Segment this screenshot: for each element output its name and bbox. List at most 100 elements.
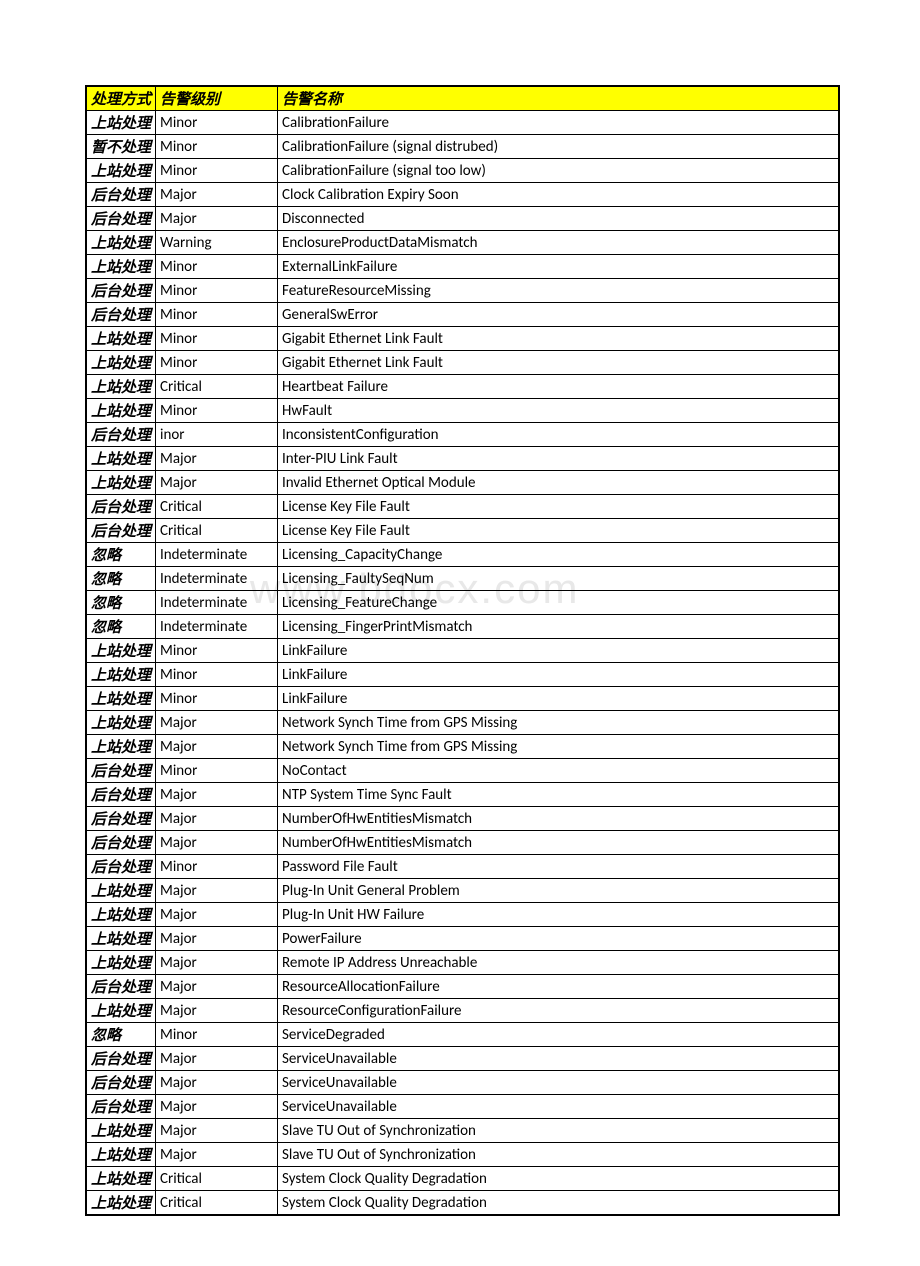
cell-method: 上站处理 — [87, 999, 156, 1023]
cell-level: Minor — [156, 135, 278, 159]
table-row: 后台处理MajorNumberOfHwEntitiesMismatch — [87, 831, 839, 855]
cell-name: ServiceUnavailable — [278, 1095, 839, 1119]
cell-method: 后台处理 — [87, 423, 156, 447]
cell-level: Major — [156, 879, 278, 903]
cell-level: Major — [156, 1047, 278, 1071]
cell-name: ServiceDegraded — [278, 1023, 839, 1047]
cell-level: Indeterminate — [156, 543, 278, 567]
cell-method: 后台处理 — [87, 831, 156, 855]
table-row: 后台处理MajorServiceUnavailable — [87, 1047, 839, 1071]
cell-name: System Clock Quality Degradation — [278, 1191, 839, 1215]
cell-name: NumberOfHwEntitiesMismatch — [278, 807, 839, 831]
cell-method: 上站处理 — [87, 663, 156, 687]
cell-name: Licensing_FaultySeqNum — [278, 567, 839, 591]
cell-name: LinkFailure — [278, 687, 839, 711]
cell-method: 后台处理 — [87, 1047, 156, 1071]
cell-method: 后台处理 — [87, 759, 156, 783]
cell-level: Major — [156, 207, 278, 231]
cell-method: 忽略 — [87, 591, 156, 615]
table-row: 后台处理MinorPassword File Fault — [87, 855, 839, 879]
table-row: 后台处理MinorFeatureResourceMissing — [87, 279, 839, 303]
cell-name: CalibrationFailure — [278, 111, 839, 135]
cell-name: EnclosureProductDataMismatch — [278, 231, 839, 255]
cell-level: Major — [156, 903, 278, 927]
table-row: 上站处理MinorCalibrationFailure (signal too … — [87, 159, 839, 183]
cell-method: 上站处理 — [87, 639, 156, 663]
table-row: 后台处理MajorServiceUnavailable — [87, 1095, 839, 1119]
table-row: 暂不处理MinorCalibrationFailure (signal dist… — [87, 135, 839, 159]
cell-name: Gigabit Ethernet Link Fault — [278, 327, 839, 351]
cell-name: Clock Calibration Expiry Soon — [278, 183, 839, 207]
cell-name: Licensing_FingerPrintMismatch — [278, 615, 839, 639]
cell-method: 上站处理 — [87, 399, 156, 423]
header-level: 告警级别 — [156, 87, 278, 111]
cell-method: 后台处理 — [87, 207, 156, 231]
cell-name: CalibrationFailure (signal distrubed) — [278, 135, 839, 159]
cell-name: LinkFailure — [278, 663, 839, 687]
table-row: 后台处理inorInconsistentConfiguration — [87, 423, 839, 447]
cell-method: 上站处理 — [87, 351, 156, 375]
cell-method: 后台处理 — [87, 183, 156, 207]
cell-method: 后台处理 — [87, 279, 156, 303]
table-row: 上站处理MajorPlug-In Unit General Problem — [87, 879, 839, 903]
table-row: 上站处理MajorPowerFailure — [87, 927, 839, 951]
table-row: 上站处理MajorInter-PIU Link Fault — [87, 447, 839, 471]
cell-name: PowerFailure — [278, 927, 839, 951]
cell-level: Critical — [156, 1191, 278, 1215]
table-row: 忽略IndeterminateLicensing_FeatureChange — [87, 591, 839, 615]
cell-method: 上站处理 — [87, 951, 156, 975]
cell-method: 忽略 — [87, 615, 156, 639]
cell-name: ServiceUnavailable — [278, 1071, 839, 1095]
cell-name: Slave TU Out of Synchronization — [278, 1119, 839, 1143]
cell-level: Minor — [156, 663, 278, 687]
cell-level: Major — [156, 735, 278, 759]
cell-level: Minor — [156, 279, 278, 303]
cell-name: GeneralSwError — [278, 303, 839, 327]
table-row: 上站处理WarningEnclosureProductDataMismatch — [87, 231, 839, 255]
cell-method: 上站处理 — [87, 1167, 156, 1191]
cell-level: Major — [156, 927, 278, 951]
cell-name: License Key File Fault — [278, 495, 839, 519]
cell-method: 后台处理 — [87, 1071, 156, 1095]
table-row: 后台处理MinorNoContact — [87, 759, 839, 783]
cell-level: Minor — [156, 399, 278, 423]
cell-level: Indeterminate — [156, 591, 278, 615]
table-row: 上站处理MinorHwFault — [87, 399, 839, 423]
table-row: 后台处理MajorServiceUnavailable — [87, 1071, 839, 1095]
cell-level: Minor — [156, 351, 278, 375]
cell-level: Minor — [156, 303, 278, 327]
cell-method: 上站处理 — [87, 327, 156, 351]
cell-name: Plug-In Unit General Problem — [278, 879, 839, 903]
table-row: 上站处理CriticalSystem Clock Quality Degrada… — [87, 1167, 839, 1191]
cell-method: 后台处理 — [87, 303, 156, 327]
cell-name: Network Synch Time from GPS Missing — [278, 711, 839, 735]
cell-method: 上站处理 — [87, 375, 156, 399]
cell-level: Major — [156, 183, 278, 207]
cell-level: Major — [156, 1095, 278, 1119]
cell-level: Major — [156, 1071, 278, 1095]
table-row: 上站处理MinorGigabit Ethernet Link Fault — [87, 327, 839, 351]
table-row: 后台处理MajorNumberOfHwEntitiesMismatch — [87, 807, 839, 831]
cell-level: Minor — [156, 159, 278, 183]
cell-name: NumberOfHwEntitiesMismatch — [278, 831, 839, 855]
cell-method: 后台处理 — [87, 855, 156, 879]
table-row: 忽略IndeterminateLicensing_FingerPrintMism… — [87, 615, 839, 639]
table-row: 上站处理CriticalSystem Clock Quality Degrada… — [87, 1191, 839, 1215]
cell-name: NoContact — [278, 759, 839, 783]
cell-name: NTP System Time Sync Fault — [278, 783, 839, 807]
cell-level: Indeterminate — [156, 567, 278, 591]
table-row: 上站处理MajorNetwork Synch Time from GPS Mis… — [87, 735, 839, 759]
cell-name: Remote IP Address Unreachable — [278, 951, 839, 975]
cell-level: Minor — [156, 855, 278, 879]
cell-method: 后台处理 — [87, 519, 156, 543]
cell-method: 后台处理 — [87, 807, 156, 831]
table-row: 后台处理MajorResourceAllocationFailure — [87, 975, 839, 999]
cell-level: Indeterminate — [156, 615, 278, 639]
cell-level: Major — [156, 807, 278, 831]
cell-name: HwFault — [278, 399, 839, 423]
cell-method: 上站处理 — [87, 903, 156, 927]
header-method: 处理方式 — [87, 87, 156, 111]
cell-level: Major — [156, 1119, 278, 1143]
cell-name: Slave TU Out of Synchronization — [278, 1143, 839, 1167]
cell-method: 后台处理 — [87, 1095, 156, 1119]
